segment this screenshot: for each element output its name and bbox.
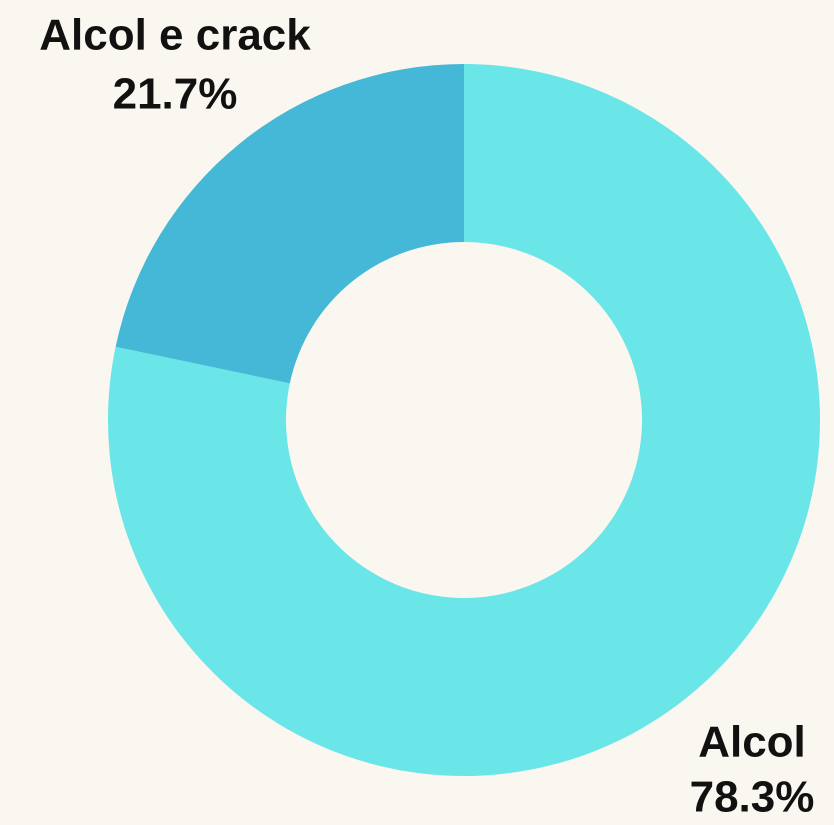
slice-label: Alcol e crack <box>39 11 311 60</box>
donut-slice <box>115 64 465 384</box>
donut-slice <box>108 64 820 776</box>
slice-label: Alcol <box>698 718 806 767</box>
value-label: 78.3% <box>690 773 815 822</box>
value-label: 21.7% <box>113 70 238 119</box>
